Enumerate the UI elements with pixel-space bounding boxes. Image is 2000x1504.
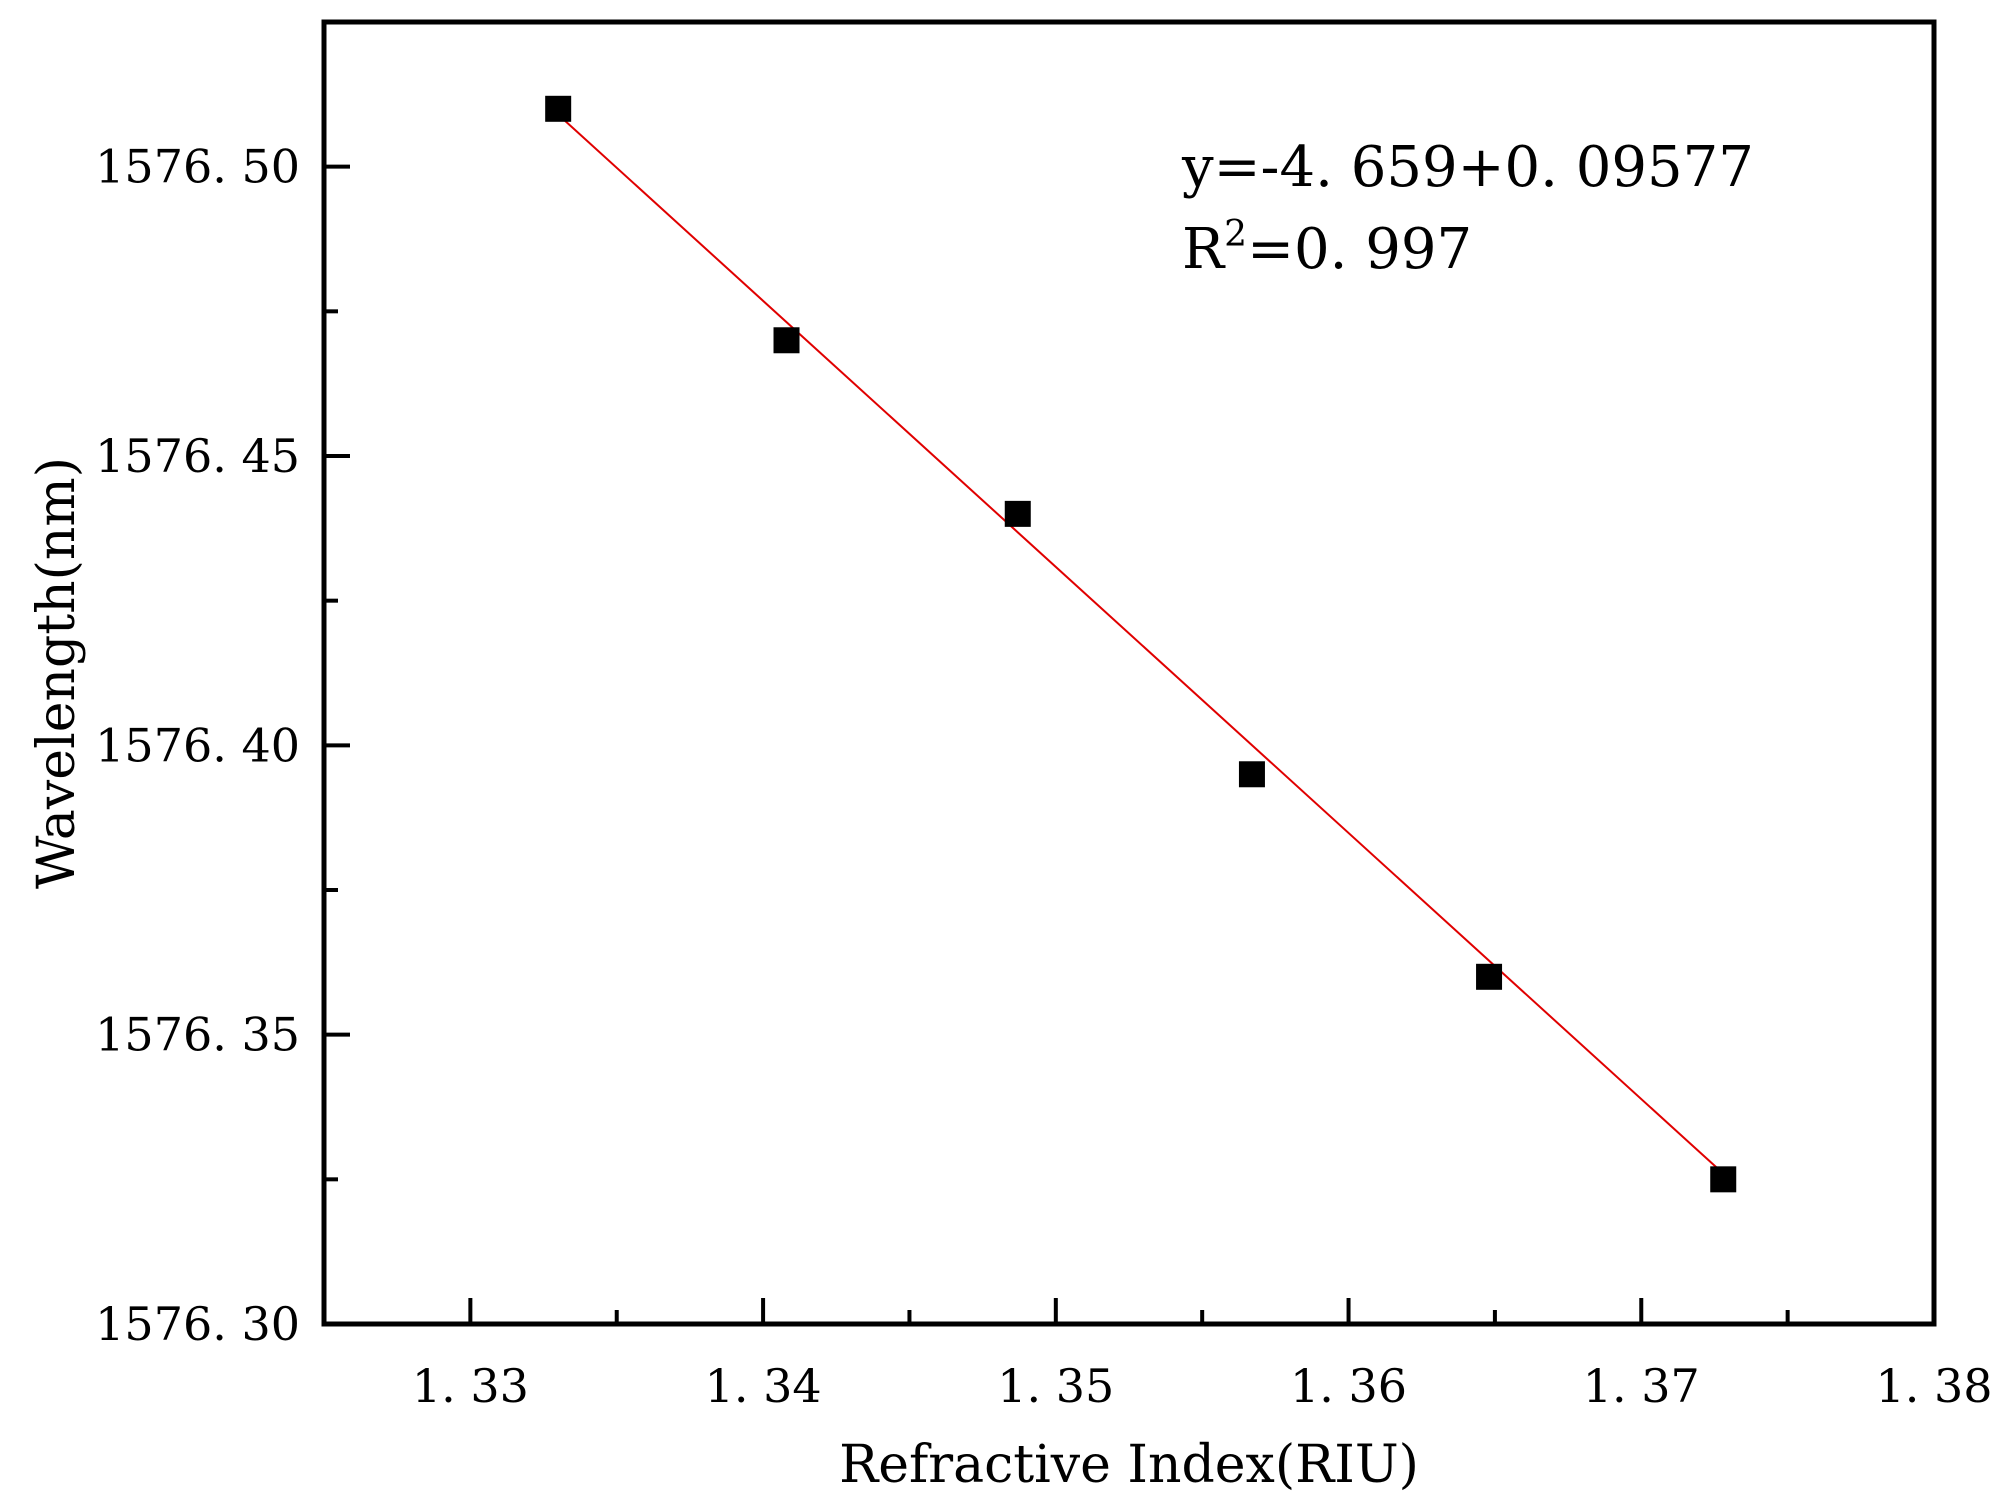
- y-tick-label: 1576. 30: [95, 1297, 300, 1351]
- r-squared-value: =0. 997: [1247, 217, 1472, 282]
- x-tick-label: 1. 38: [1875, 1359, 1992, 1413]
- y-tick-label: 1576. 35: [95, 1008, 300, 1062]
- data-point: [1476, 963, 1503, 990]
- x-tick-label: 1. 34: [705, 1359, 822, 1413]
- data-point: [1004, 500, 1031, 527]
- x-tick-label: 1. 35: [997, 1359, 1114, 1413]
- y-axis-title: Wavelength(nm): [27, 457, 87, 889]
- r-squared-sup: 2: [1224, 214, 1247, 255]
- data-point: [773, 327, 800, 354]
- data-point: [545, 95, 572, 122]
- r-squared-prefix: R: [1182, 217, 1226, 282]
- y-tick-label: 1576. 40: [95, 718, 300, 772]
- y-tick-label: 1576. 50: [95, 140, 300, 194]
- x-axis-title: Refractive Index(RIU): [839, 1435, 1419, 1495]
- r-squared: R2=0. 997: [1182, 214, 1472, 282]
- y-tick-label: 1576. 45: [95, 429, 300, 483]
- fit-equation: y=-4. 659+0. 09577: [1181, 135, 1754, 200]
- data-point: [1238, 761, 1265, 788]
- plot-frame: [321, 19, 1937, 1327]
- x-tick-label: 1. 33: [412, 1359, 529, 1413]
- fit-line: [557, 113, 1724, 1175]
- data-point: [1710, 1166, 1737, 1193]
- x-tick-label: 1. 36: [1290, 1359, 1407, 1413]
- x-tick-label: 1. 37: [1583, 1359, 1700, 1413]
